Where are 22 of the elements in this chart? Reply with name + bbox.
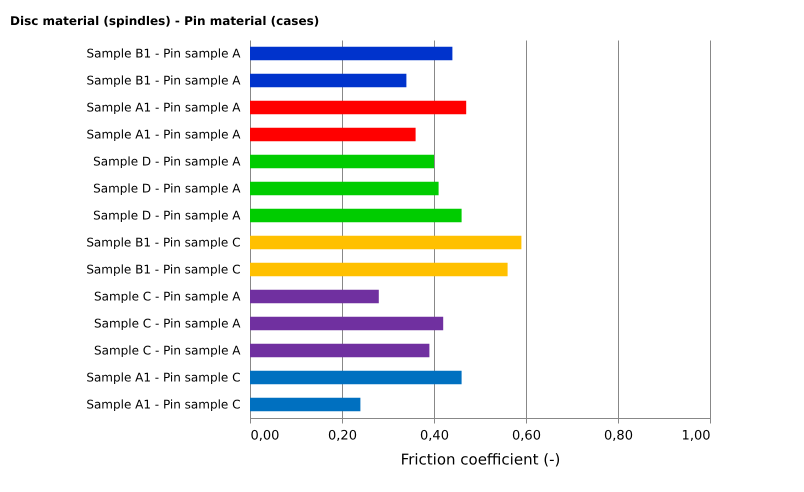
y-tick-label: Sample A1 - Pin sample A [86, 100, 242, 114]
y-tick-label: Sample A1 - Pin sample C [86, 398, 240, 412]
x-tick-label: 0,60 [512, 428, 541, 444]
y-tick-label: Sample B1 - Pin sample A [86, 74, 242, 88]
x-tick-label: 0,80 [604, 428, 633, 444]
y-tick-label: Sample D - Pin sample A [93, 182, 242, 196]
x-tick-label: 0,00 [250, 428, 280, 444]
y-tick-label: Sample B1 - Pin sample A [86, 46, 242, 60]
chart-title: Disc material (spindles) - Pin material (cases) [10, 14, 320, 28]
y-tick-label: Sample A1 - Pin sample C [86, 370, 240, 384]
y-tick-label: Sample D - Pin sample A [93, 208, 242, 222]
y-tick-label: Sample B1 - Pin sample C [86, 236, 240, 250]
x-axis-title: Friction coefficient (-) [400, 450, 560, 468]
y-tick-label: Sample D - Pin sample A [93, 154, 242, 168]
x-tick-label: 1,00 [682, 428, 710, 444]
y-tick-label: Sample A1 - Pin sample A [86, 128, 242, 142]
x-tick-label: 0,20 [328, 428, 357, 444]
y-tick-label: Sample C - Pin sample A [94, 316, 242, 330]
x-tick-label: 0,40 [420, 428, 449, 444]
y-tick-label: Sample C - Pin sample A [94, 290, 242, 304]
y-tick-label: Sample C - Pin sample A [94, 344, 242, 358]
y-tick-label: Sample B1 - Pin sample C [86, 262, 240, 276]
